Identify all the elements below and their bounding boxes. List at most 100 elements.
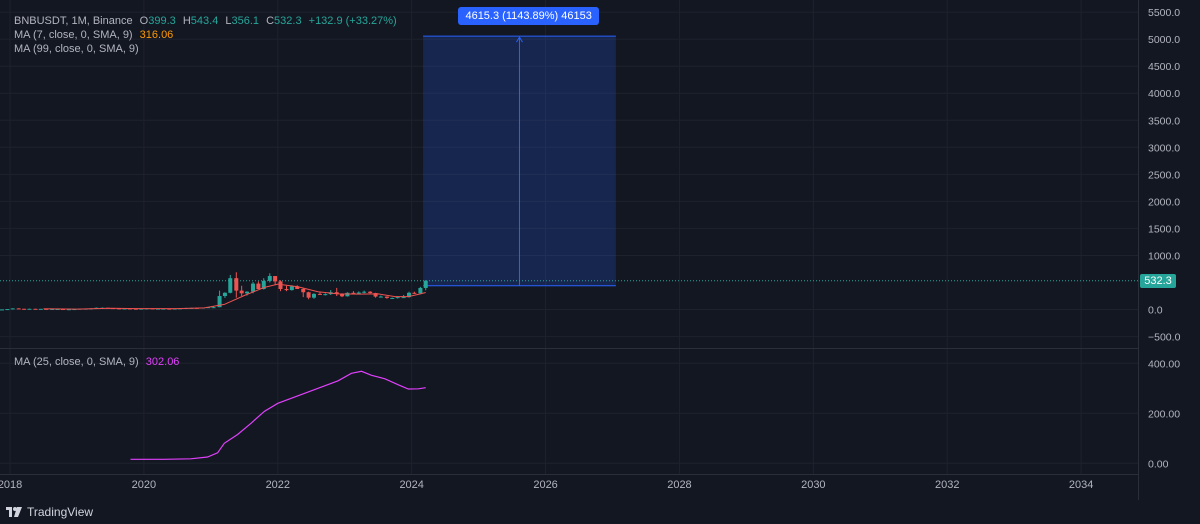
candle-body	[345, 292, 350, 297]
candle	[278, 280, 283, 292]
ma7-line	[43, 283, 426, 310]
price-tick-label: 1000.0	[1148, 250, 1180, 262]
candle-body	[278, 281, 283, 290]
candle	[234, 272, 239, 298]
candle	[368, 291, 373, 294]
indicator-tick-label: 0.00	[1148, 458, 1169, 470]
price-tick-label: 3000.0	[1148, 142, 1180, 154]
candle-body	[356, 292, 361, 294]
price-tick-label: 2000.0	[1148, 196, 1180, 208]
low-label: L	[225, 15, 232, 27]
candle-body	[33, 308, 38, 310]
candle-body	[139, 308, 144, 310]
candle-body	[122, 308, 127, 310]
candle-body	[234, 278, 239, 291]
candle-body	[60, 309, 65, 311]
candle-body	[44, 308, 49, 310]
indicator-tick-label: 200.00	[1148, 408, 1180, 420]
candle-body	[5, 309, 10, 311]
change-value: +132.9 (+33.27%)	[308, 15, 397, 27]
candle-body	[161, 308, 166, 310]
candle-body	[395, 297, 400, 299]
high-value: 543.4	[190, 15, 219, 27]
candle-body	[384, 296, 389, 298]
price-tick-label: 5500.0	[1148, 7, 1180, 19]
candle	[22, 308, 27, 310]
candle	[10, 308, 15, 310]
candle	[334, 287, 339, 297]
close-label: C	[266, 15, 275, 27]
candle	[27, 308, 32, 310]
candle-body	[50, 309, 55, 311]
candle	[239, 285, 244, 297]
candle-body	[378, 296, 383, 298]
price-tick-label: 4500.0	[1148, 61, 1180, 73]
candle-body	[362, 291, 367, 293]
ma7-value: 316.06	[139, 29, 174, 41]
candle-body	[256, 283, 261, 290]
candle-body	[368, 291, 373, 294]
candle	[0, 309, 5, 311]
candle-body	[407, 292, 412, 298]
candle-body	[217, 296, 222, 308]
candle-body	[27, 308, 32, 310]
measure-label[interactable]: 4615.3 (1143.89%) 46153	[458, 7, 599, 26]
price-tick-label: −500.0	[1148, 332, 1181, 344]
candle	[33, 308, 38, 310]
candle	[311, 293, 316, 299]
price-tick-label: 5000.0	[1148, 34, 1180, 46]
footer-brand[interactable]: TradingView	[6, 500, 93, 524]
candle	[306, 291, 311, 300]
price-tick-label: 1500.0	[1148, 223, 1180, 235]
candle-body	[267, 276, 272, 281]
candle	[412, 291, 417, 294]
candle	[273, 276, 278, 286]
time-tick-label: 2030	[801, 479, 825, 491]
candle	[390, 297, 395, 299]
symbol-title: BNBUSDT, 1M, Binance	[14, 15, 133, 27]
candle	[362, 290, 367, 294]
candle-body	[22, 308, 27, 310]
candle-body	[311, 293, 316, 298]
candle	[5, 309, 10, 311]
candle-body	[301, 289, 306, 293]
candle	[284, 285, 289, 292]
candle	[251, 281, 256, 294]
candle	[418, 286, 423, 294]
candle-body	[317, 293, 322, 295]
candle-body	[390, 297, 395, 299]
candle-body	[0, 309, 5, 311]
grid-lines	[0, 0, 1138, 474]
low-value: 356.1	[231, 15, 260, 27]
measure-arrow-head	[516, 36, 523, 43]
last-price-tag: 532.3	[1140, 273, 1176, 288]
candle-body	[418, 287, 423, 294]
chart-canvas[interactable]: 5500.0 5000.0 4500.0 4000.0 3500.0 3000.0 2500…	[0, 0, 1200, 500]
time-tick-label: 2032	[935, 479, 959, 491]
time-tick-label: 2020	[132, 479, 156, 491]
candle-body	[373, 293, 378, 297]
candle-body	[323, 294, 328, 296]
time-tick-label: 2034	[1069, 479, 1093, 491]
candle	[378, 295, 383, 298]
candle-body	[133, 308, 138, 310]
symbol-legend[interactable]: BNBUSDT, 1M, Binance O399.3 H543.4 L356.…	[14, 14, 401, 28]
time-tick-label: 2024	[399, 479, 423, 491]
candle-body	[412, 292, 417, 294]
open-value: 399.3	[148, 15, 176, 27]
ma25-legend[interactable]: MA (25, close, 0, SMA, 9) 302.06	[14, 355, 183, 369]
candle-body	[251, 283, 256, 292]
measure-tool[interactable]	[423, 35, 616, 287]
candle-body	[284, 289, 289, 291]
candle-body	[167, 308, 172, 310]
ma7-legend[interactable]: MA (7, close, 0, SMA, 9) 316.06	[14, 28, 177, 42]
candle	[384, 296, 389, 299]
candle	[217, 290, 222, 308]
candle	[423, 280, 428, 291]
candle-body	[295, 286, 300, 290]
candle-body	[401, 297, 406, 299]
ma99-legend[interactable]: MA (99, close, 0, SMA, 9)	[14, 42, 143, 56]
ma25-value: 302.06	[145, 356, 180, 368]
candle	[267, 273, 272, 283]
candlestick-series	[0, 272, 428, 311]
